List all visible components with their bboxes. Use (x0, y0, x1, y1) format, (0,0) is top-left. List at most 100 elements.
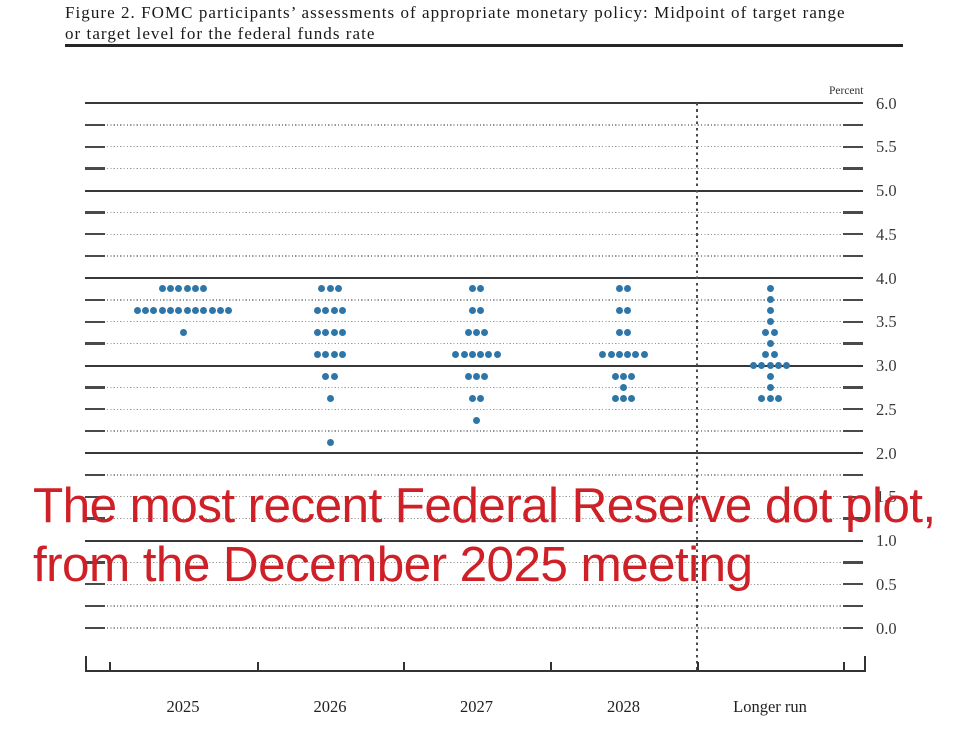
gridline-end-right (843, 298, 863, 302)
dot-2025-3.875 (183, 285, 191, 293)
gridline-end-right (843, 233, 863, 236)
x-axis-label-2027: 2027 (460, 697, 493, 716)
gridline-dashed-3.75 (107, 299, 841, 301)
gridline-end-right (843, 429, 863, 433)
gridline-3.00 (85, 364, 863, 367)
y-axis-label-0.0: 0.0 (876, 618, 897, 638)
dot-2026-3.125 (314, 351, 322, 359)
dot-2028-3.125 (615, 351, 623, 359)
x-axis-label-2026: 2026 (313, 697, 347, 716)
gridline-4.00 (85, 277, 863, 279)
gridline-end-right (843, 320, 863, 323)
gridline-1.00 (85, 539, 863, 542)
annotation-line2: from the December 2025 meeting (33, 537, 753, 592)
gridline-end-right (843, 211, 863, 214)
dot-2028-3.125 (599, 351, 607, 359)
gridline-end-right (843, 626, 863, 630)
dot-2026-3.125 (330, 351, 338, 359)
gridline-end-right (843, 145, 863, 148)
dot-longer-run-3 (749, 362, 757, 369)
annotation-line1: The most recent Federal Reserve dot plot… (33, 478, 936, 533)
gridline-end-left (85, 320, 105, 323)
dot-2027-3.625 (477, 307, 485, 315)
gridline-5.00 (85, 189, 863, 192)
dot-2028-3.625 (615, 307, 623, 315)
dot-2028-3.875 (615, 285, 623, 293)
dot-longer-run-2.625 (766, 394, 774, 402)
x-axis-label-longer-run: Longer run (733, 697, 807, 716)
dot-2026-3.125 (322, 351, 330, 359)
dot-2028-2.875 (628, 372, 636, 380)
dot-2027-3.875 (468, 285, 476, 293)
y-axis-label-6.0: 6.0 (876, 93, 897, 113)
dot-2026-3.375 (322, 329, 330, 337)
dot-longer-run-2.625 (774, 394, 782, 402)
dot-2026-3.625 (338, 307, 346, 315)
dot-longer-run-3.125 (770, 351, 778, 359)
dot-2027-3.125 (477, 351, 485, 359)
x-axis-tick-4 (697, 662, 699, 670)
gridline-end-right (843, 254, 863, 258)
dot-2025-3.875 (158, 285, 166, 293)
gridline-end-right (843, 583, 863, 586)
figure-caption: Figure 2. FOMC participants’ assessments… (65, 3, 846, 44)
gridline-end-left (85, 583, 105, 586)
gridline-end-right (843, 386, 863, 389)
gridline-end-left (85, 495, 105, 498)
dot-2026-2.625 (326, 394, 334, 402)
dot-2025-3.875 (175, 285, 183, 293)
dot-longer-run-3.625 (766, 307, 774, 315)
y-axis-label-5.0: 5.0 (876, 181, 897, 200)
gridline-end-left (85, 298, 105, 302)
gridline-dashed-4.75 (107, 211, 841, 214)
gridline-dashed-2.50 (107, 408, 841, 410)
dot-2027-2.875 (473, 372, 480, 380)
dot-2026-3.875 (326, 285, 334, 293)
dot-2025-3.375 (179, 329, 187, 337)
dot-2026-3.625 (330, 307, 338, 315)
dot-2025-3.625 (167, 307, 175, 315)
dot-2025-3.625 (150, 307, 158, 315)
dot-2026-3.875 (334, 285, 342, 293)
gridline-end-left (85, 561, 105, 564)
dot-2026-3.125 (338, 351, 346, 359)
dot-2028-3.125 (607, 351, 615, 359)
dot-longer-run-3.25 (766, 340, 774, 348)
dot-2026-3.375 (338, 329, 346, 337)
dot-longer-run-3 (766, 362, 774, 369)
gridline-dashed-0.75 (107, 561, 841, 564)
dot-2026-2.875 (330, 372, 338, 380)
x-axis (85, 670, 866, 672)
gridline-end-left (85, 517, 105, 520)
dot-2028-3.125 (640, 351, 648, 359)
dot-2027-3.125 (452, 351, 460, 359)
gridline-end-left (85, 604, 105, 608)
dot-longer-run-3.75 (766, 296, 774, 304)
dot-2025-3.625 (191, 307, 199, 315)
y-axis-label-5.5: 5.5 (876, 137, 897, 157)
dot-longer-run-3.125 (762, 351, 770, 359)
x-axis-corner-tick-right (864, 656, 866, 670)
gridline-end-left (85, 254, 105, 258)
gridline-dashed-2.75 (107, 386, 841, 389)
gridline-dashed-0.25 (107, 605, 841, 607)
gridline-end-right (843, 342, 863, 345)
dot-2027-3.125 (485, 351, 493, 359)
gridline-end-left (85, 167, 105, 170)
gridline-dashed-1.25 (107, 517, 841, 520)
dot-2025-3.625 (142, 307, 150, 315)
dot-2027-3.125 (468, 351, 476, 359)
dot-2027-3.375 (473, 329, 480, 337)
x-axis-tick-0 (109, 662, 111, 670)
caption-rule (65, 44, 903, 47)
dot-longer-run-3 (758, 362, 766, 369)
dot-2028-2.625 (620, 394, 627, 402)
dot-2025-3.625 (225, 307, 233, 315)
gridline-dashed-5.75 (107, 124, 841, 126)
x-axis-tick-5 (843, 662, 845, 670)
dot-longer-run-3.875 (766, 285, 774, 293)
dot-2025-3.625 (133, 307, 141, 315)
dot-2028-2.625 (628, 394, 636, 402)
gridline-end-right (843, 495, 863, 498)
dot-2026-3.375 (330, 329, 338, 337)
